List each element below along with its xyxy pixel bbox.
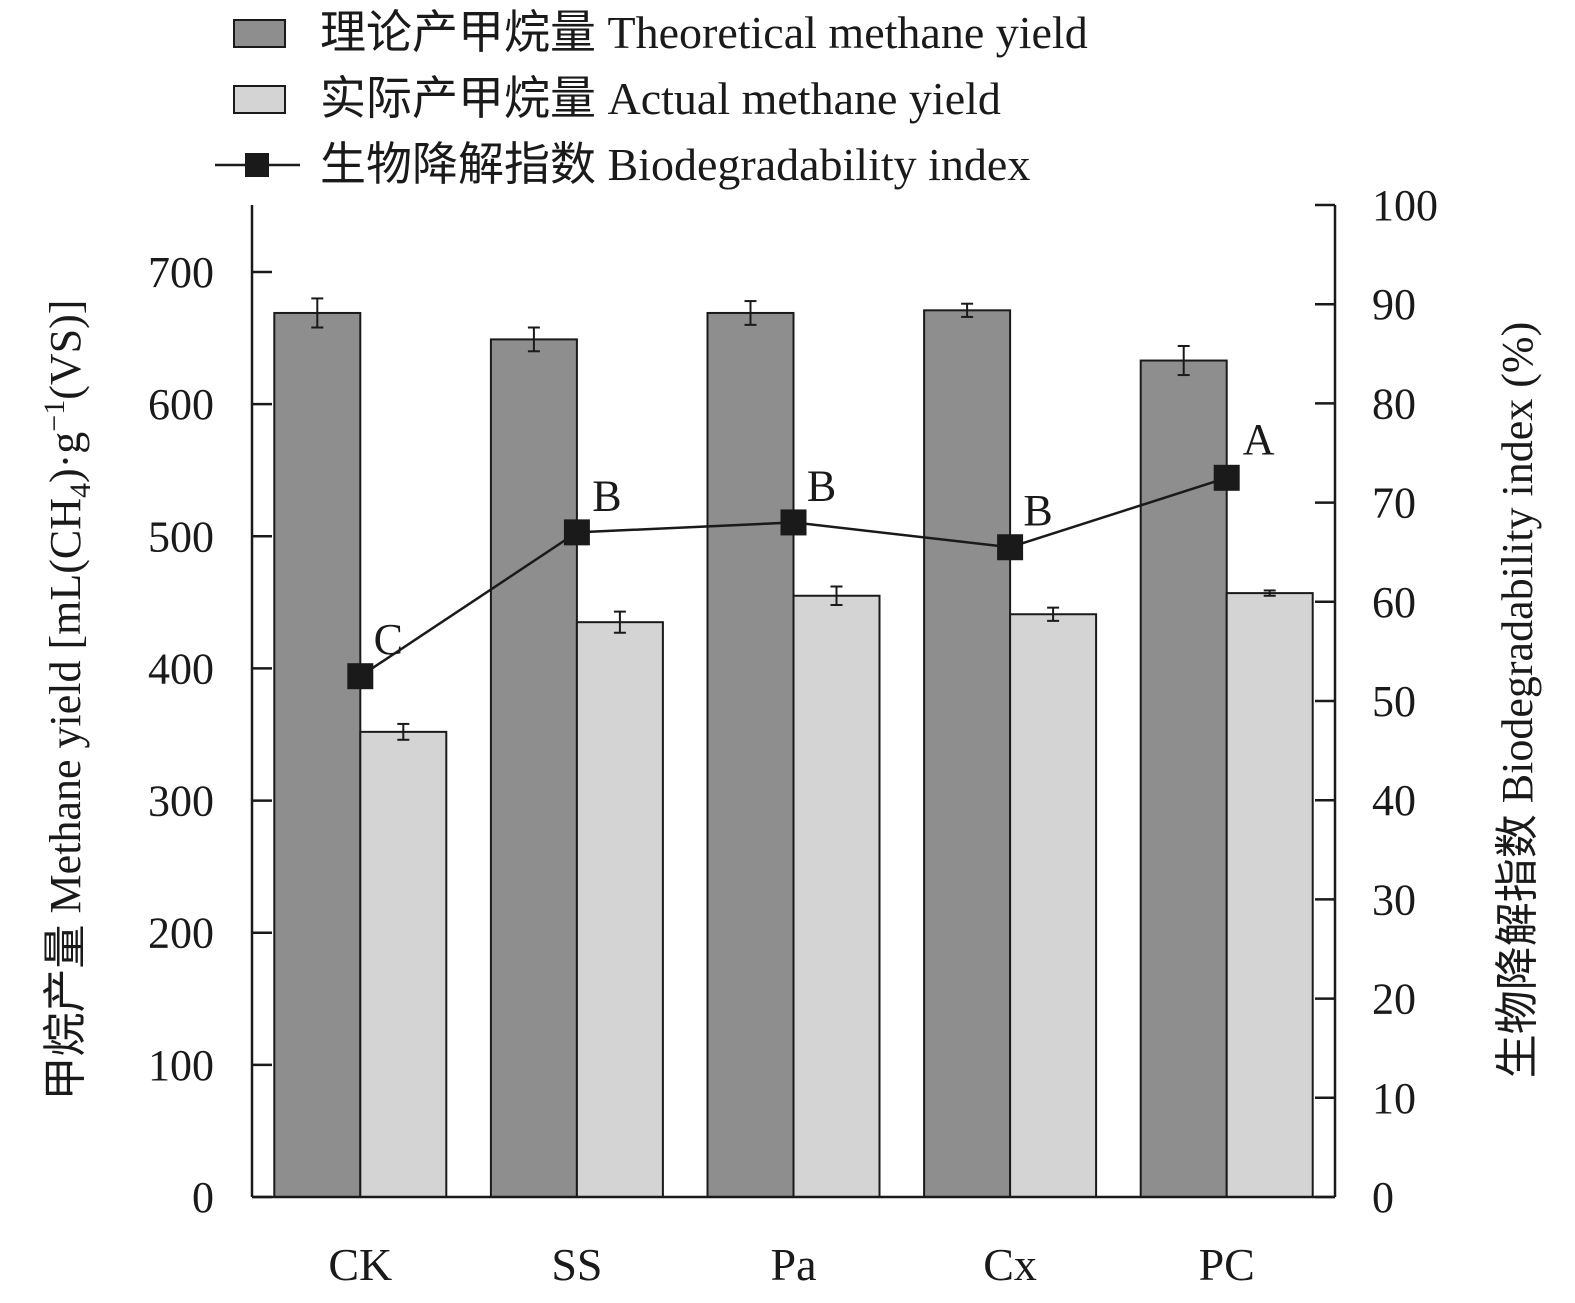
biodegradability-point-cx: [997, 534, 1024, 561]
axis-labels: CK SS Pa Cx PC 0 100 200 300 400 500 600 700 0 10 20 30 4…: [38, 181, 1542, 1290]
theoretical-bar-pa: [706, 311, 795, 1198]
actual-bar-cx: [1009, 613, 1098, 1198]
significance-label-ck: C: [374, 615, 403, 664]
left-axis-title: 甲烷产量 Methane yield [mL(CH4)·g−1(VS)]: [38, 300, 97, 1101]
actual-bar-ss: [575, 621, 664, 1198]
legend-label-theoretical: 理论产甲烷量 Theoretical methane yield: [320, 7, 1088, 58]
right-tick-label-50: 50: [1372, 677, 1416, 726]
legend-swatch-theoretical: [233, 19, 286, 48]
legend-label-biodegradability: 生物降解指数 Biodegradability index: [320, 139, 1030, 190]
left-tick-label-200: 200: [148, 909, 214, 958]
right-tick-label-20: 20: [1372, 975, 1416, 1024]
significance-label-pa: B: [807, 461, 836, 510]
biodegradability-point-pa: [780, 509, 807, 536]
right-tick-label-90: 90: [1372, 280, 1416, 329]
x-tick-label-cx: Cx: [983, 1239, 1037, 1290]
right-tick-label-80: 80: [1372, 379, 1416, 428]
left-tick-label-600: 600: [148, 380, 214, 429]
significance-label-pc: A: [1243, 415, 1275, 464]
left-tick-label-400: 400: [148, 644, 214, 693]
error-bar-group: [311, 297, 1276, 741]
right-axis-title: 生物降解指数 Biodegradability index (%): [1493, 322, 1542, 1078]
right-tick-label-100: 100: [1372, 181, 1438, 230]
biodegradability-line-group: C B B B A: [347, 415, 1275, 690]
significance-label-cx: B: [1023, 486, 1052, 535]
x-tick-label-pc: PC: [1199, 1239, 1255, 1290]
legend-marker-biodegradability: [245, 153, 269, 177]
left-axis-title-part-3: −1: [38, 400, 71, 432]
x-tick-label-ss: SS: [551, 1239, 602, 1290]
legend: 理论产甲烷量 Theoretical methane yield 实际产甲烷量 A…: [215, 7, 1088, 190]
right-tick-label-60: 60: [1372, 578, 1416, 627]
significance-label-ss: B: [592, 471, 621, 520]
biodegradability-point-ss: [563, 519, 590, 546]
legend-label-actual: 实际产甲烷量 Actual methane yield: [320, 73, 1001, 124]
right-tick-label-30: 30: [1372, 875, 1416, 924]
biodegradability-point-pc: [1213, 464, 1240, 491]
right-tick-label-40: 40: [1372, 776, 1416, 825]
x-tick-label-pa: Pa: [771, 1239, 817, 1290]
theoretical-bar-cx: [923, 309, 1012, 1199]
actual-bar-pc: [1225, 592, 1314, 1198]
left-axis-title-part-4: (VS)]: [41, 300, 90, 400]
axes: [250, 203, 1337, 1199]
bar-group: [273, 309, 1314, 1199]
theoretical-bar-ss: [489, 338, 578, 1198]
x-tick-label-ck: CK: [328, 1239, 392, 1290]
left-tick-label-500: 500: [148, 512, 214, 561]
left-axis-title-part-1: 4: [64, 483, 97, 498]
left-tick-label-700: 700: [148, 248, 214, 297]
left-axis-title-part-2: )·g: [41, 432, 90, 483]
left-tick-label-100: 100: [148, 1041, 214, 1090]
left-tick-label-0: 0: [192, 1173, 214, 1222]
right-tick-label-0: 0: [1372, 1173, 1394, 1222]
legend-swatch-actual: [233, 85, 286, 114]
actual-bar-ck: [359, 730, 448, 1198]
right-tick-label-70: 70: [1372, 479, 1416, 528]
left-axis-title-part-0: 甲烷产量 Methane yield [mL(CH: [41, 498, 90, 1100]
theoretical-bar-ck: [273, 311, 362, 1198]
biodegradability-point-ck: [347, 663, 374, 690]
left-tick-label-300: 300: [148, 777, 214, 826]
right-tick-label-10: 10: [1372, 1074, 1416, 1123]
actual-bar-pa: [792, 594, 881, 1198]
